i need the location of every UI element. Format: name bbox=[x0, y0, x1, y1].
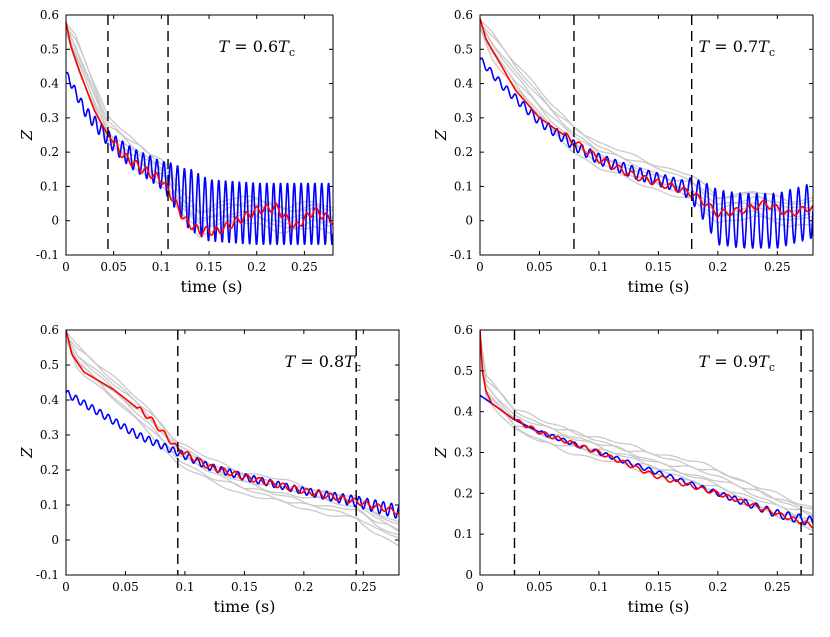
y-tick-label: 0 bbox=[51, 214, 59, 228]
x-tick-label: 0.1 bbox=[152, 260, 171, 274]
y-tick-label: 0.2 bbox=[454, 486, 473, 500]
series-red bbox=[480, 330, 813, 529]
y-tick-label: 0.1 bbox=[40, 179, 59, 193]
x-tick-label: 0.15 bbox=[231, 580, 258, 594]
x-tick-label: 0.2 bbox=[708, 260, 727, 274]
series-gray-1 bbox=[480, 28, 813, 228]
x-tick-label: 0 bbox=[62, 580, 70, 594]
x-tick-label: 0.1 bbox=[589, 580, 608, 594]
y-tick-label: 0 bbox=[465, 568, 473, 582]
x-tick-label: 0.25 bbox=[350, 580, 377, 594]
y-tick-label: 0.2 bbox=[40, 463, 59, 477]
x-tick-label: 0.2 bbox=[708, 580, 727, 594]
y-tick-label: 0.1 bbox=[454, 179, 473, 193]
y-tick-label: 0 bbox=[51, 533, 59, 547]
y-tick-label: 0.3 bbox=[454, 111, 473, 125]
y-tick-label: 0.6 bbox=[454, 323, 473, 337]
x-tick-label: 0 bbox=[476, 580, 484, 594]
series-gray-4 bbox=[480, 338, 813, 516]
x-tick-label: 0.15 bbox=[196, 260, 223, 274]
y-tick-label: 0.2 bbox=[454, 145, 473, 159]
series-red bbox=[480, 18, 813, 218]
y-tick-label: 0.6 bbox=[454, 8, 473, 22]
x-axis-label: time (s) bbox=[181, 277, 243, 296]
series-gray-7 bbox=[480, 333, 813, 508]
y-axis-label: Z bbox=[18, 447, 36, 459]
y-tick-label: 0.1 bbox=[454, 527, 473, 541]
series-blue bbox=[66, 71, 333, 245]
y-tick-label: 0.1 bbox=[40, 498, 59, 512]
temperature-annotation: T = 0.9Tc bbox=[698, 352, 775, 374]
x-tick-label: 0.25 bbox=[764, 580, 791, 594]
x-tick-label: 0.05 bbox=[100, 260, 127, 274]
series-blue bbox=[66, 389, 399, 519]
x-tick-label: 0 bbox=[476, 260, 484, 274]
panel-t-0.7: 0 0.05 0.1 0.15 0.2 0.25-0.100.10.20.30.40.50… bbox=[432, 8, 814, 296]
panel-t-0.9: 0 0.05 0.1 0.15 0.2 0.25 0 0.1 0.2 0.3 0.4 0.5 0.6 ti… bbox=[432, 323, 814, 616]
temperature-annotation: T = 0.8Tc bbox=[284, 352, 361, 374]
y-tick-label: 0 bbox=[465, 214, 473, 228]
y-axis-label: Z bbox=[432, 129, 450, 141]
x-tick-label: 0 bbox=[62, 260, 70, 274]
x-tick-label: 0.25 bbox=[291, 260, 318, 274]
series-blue bbox=[480, 394, 813, 526]
y-tick-label: 0.4 bbox=[40, 77, 59, 91]
y-tick-label: 0.5 bbox=[40, 358, 59, 372]
y-tick-label: 0.4 bbox=[454, 77, 473, 91]
x-tick-label: 0.2 bbox=[294, 580, 313, 594]
y-axis-label: Z bbox=[18, 129, 36, 141]
panel-t-0.8: 0 0.05 0.1 0.15 0.2 0.25-0.100.10.20.30.40.50… bbox=[18, 323, 400, 616]
series-gray-5 bbox=[480, 335, 813, 518]
y-tick-label: 0.5 bbox=[454, 42, 473, 56]
y-tick-label: 0.6 bbox=[40, 8, 59, 22]
axes-box bbox=[479, 14, 814, 256]
axes-box bbox=[65, 14, 334, 256]
y-tick-label: -0.1 bbox=[36, 568, 59, 582]
x-tick-label: 0.1 bbox=[589, 260, 608, 274]
series-gray-7 bbox=[480, 19, 813, 203]
x-tick-label: 0.25 bbox=[764, 260, 791, 274]
x-tick-label: 0.1 bbox=[175, 580, 194, 594]
y-tick-label: 0.3 bbox=[40, 111, 59, 125]
series-red bbox=[66, 21, 333, 236]
temperature-annotation: T = 0.7Tc bbox=[698, 37, 775, 59]
series-gray-4 bbox=[66, 336, 399, 532]
y-tick-label: 0.6 bbox=[40, 323, 59, 337]
series-red bbox=[66, 330, 399, 515]
x-axis-label: time (s) bbox=[628, 277, 690, 296]
panel-t-0.6: 0 0.05 0.1 0.15 0.2 0.25-0.100.10.20.30.40.50… bbox=[18, 8, 334, 296]
x-axis-label: time (s) bbox=[628, 597, 690, 616]
temperature-annotation: T = 0.6Tc bbox=[218, 37, 295, 59]
y-tick-label: 0.3 bbox=[40, 428, 59, 442]
x-tick-label: 0.05 bbox=[526, 260, 553, 274]
y-tick-label: 0.3 bbox=[454, 446, 473, 460]
x-tick-label: 0.05 bbox=[112, 580, 139, 594]
y-tick-label: -0.1 bbox=[36, 248, 59, 262]
x-tick-label: 0.05 bbox=[526, 580, 553, 594]
y-tick-label: 0.4 bbox=[40, 393, 59, 407]
x-tick-label: 0.15 bbox=[645, 580, 672, 594]
y-tick-label: -0.1 bbox=[450, 248, 473, 262]
series-gray-1 bbox=[66, 339, 399, 547]
y-tick-label: 0.5 bbox=[40, 42, 59, 56]
y-axis-label: Z bbox=[432, 447, 450, 459]
x-axis-label: time (s) bbox=[214, 597, 276, 616]
y-tick-label: 0.4 bbox=[454, 405, 473, 419]
y-tick-label: 0.2 bbox=[40, 145, 59, 159]
axes-box bbox=[65, 329, 400, 576]
x-tick-label: 0.15 bbox=[645, 260, 672, 274]
y-tick-label: 0.5 bbox=[454, 364, 473, 378]
x-tick-label: 0.2 bbox=[247, 260, 266, 274]
series-gray-2 bbox=[480, 27, 813, 221]
